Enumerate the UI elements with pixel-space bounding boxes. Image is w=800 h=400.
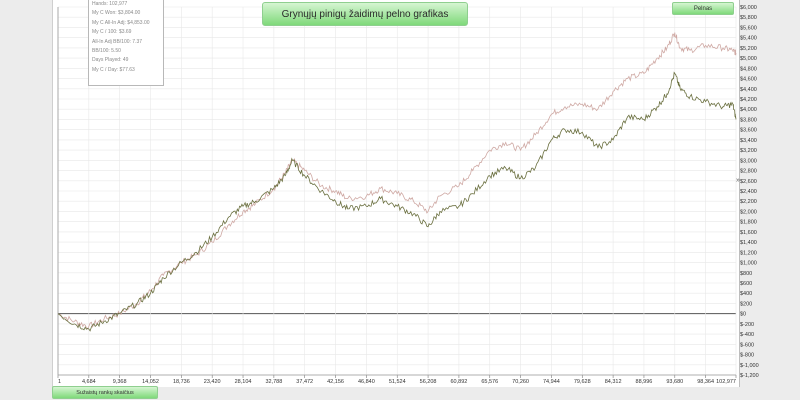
series-line [57, 71, 737, 332]
x-tick-label: 70,260 [512, 379, 529, 385]
y-tick-label: $2,000 [740, 209, 757, 215]
x-tick-label: 65,576 [481, 379, 498, 385]
x-tick-label: 79,628 [574, 379, 591, 385]
x-tick-label: 60,892 [450, 379, 467, 385]
x-tick-label: 32,788 [265, 379, 282, 385]
y-tick-label: $3,000 [740, 158, 757, 164]
x-tick-label: 9,368 [113, 379, 127, 385]
x-tick-label: 51,524 [389, 379, 406, 385]
y-tick-label: $2,600 [740, 179, 757, 185]
x-tick-label: 56,208 [420, 379, 437, 385]
y-tick-label: $1,000 [740, 261, 757, 267]
x-tick-label: 18,736 [173, 379, 190, 385]
y-tick-label: $-200 [740, 322, 754, 328]
y-tick-label: $4,400 [740, 87, 757, 93]
x-tick-label: 102,977 [716, 379, 736, 385]
x-tick-label: 46,840 [358, 379, 375, 385]
stat-hands: Hands: 102,977 [92, 1, 128, 7]
stat-allin-adj: My C All-In Adj: $4,853.00 [92, 19, 150, 26]
y-tick-label: $5,400 [740, 36, 757, 42]
y-tick-label: $2,800 [740, 169, 757, 175]
x-axis-label: Sužaistų rankų skaičius [52, 386, 158, 399]
series-lines [57, 32, 737, 332]
stats-box: Hands: 102,977 My C Won: $3,804.00 My C … [88, 0, 164, 86]
y-tick-label: $3,400 [740, 138, 757, 144]
x-tick-label: 23,420 [204, 379, 221, 385]
y-tick-label: $600 [740, 281, 752, 287]
y-tick-label: $3,600 [740, 128, 757, 134]
x-tick-label: 28,104 [235, 379, 252, 385]
y-tick-label: $1,800 [740, 220, 757, 226]
x-tick-label: 42,156 [327, 379, 344, 385]
chart-title: Grynųjų pinigų žaidimų pelno grafikas [262, 2, 468, 26]
y-tick-label: $-1,200 [740, 373, 759, 379]
y-tick-label: $-400 [740, 332, 754, 338]
y-tick-label: $-800 [740, 353, 754, 359]
stat-per-100: My C / 100: $3.69 [92, 29, 132, 36]
y-tick-label: $-1,000 [740, 363, 759, 369]
x-tick-label: 93,680 [666, 379, 683, 385]
y-tick-label: $5,000 [740, 56, 757, 62]
y-tick-label: $400 [740, 291, 752, 297]
stat-allin-bb100: All-In Adj BB/100: 7.37 [92, 38, 143, 45]
x-tick-label: 88,996 [636, 379, 653, 385]
y-tick-label: $800 [740, 271, 752, 277]
y-tick-label: $5,800 [740, 15, 757, 21]
y-tick-label: $200 [740, 301, 752, 307]
chevron-right-icon[interactable]: » [736, 177, 740, 184]
y-tick-label: $4,600 [740, 77, 757, 83]
stat-bb100: BB/100: 5.50 [92, 48, 121, 55]
chart-panel [52, 0, 740, 387]
x-tick-label: 84,312 [605, 379, 622, 385]
y-tick-label: $6,000 [740, 5, 757, 11]
y-tick-label: $3,800 [740, 117, 757, 123]
x-tick-label: 98,364 [697, 379, 714, 385]
x-tick-label: 4,684 [82, 379, 96, 385]
y-tick-label: $4,200 [740, 97, 757, 103]
x-axis-ticks: 1 4,684 9,368 14,052 18,736 23,420 28,104 32,78… [58, 379, 736, 385]
y-tick-label: $4,000 [740, 107, 757, 113]
x-tick-label: 37,472 [296, 379, 313, 385]
y-tick-label: $5,200 [740, 46, 757, 52]
y-tick-label: $1,400 [740, 240, 757, 246]
x-tick-label: 14,052 [142, 379, 159, 385]
y-tick-label: $3,200 [740, 148, 757, 154]
y-tick-label: $2,400 [740, 189, 757, 195]
y-tick-label: $4,800 [740, 66, 757, 72]
legend-item-pelnas[interactable]: Pelnas [672, 2, 734, 15]
stat-days: Days Played: 49 [92, 57, 129, 64]
y-tick-label: $5,600 [740, 25, 757, 31]
y-tick-label: $2,200 [740, 199, 757, 205]
y-tick-label: $1,200 [740, 250, 757, 256]
x-tick-label: 74,944 [543, 379, 560, 385]
y-axis-ticks: $6,000 $5,800 $5,600 $5,400 $5,200 $5,000 $4,8… [740, 5, 759, 379]
y-tick-label: $0 [740, 312, 746, 318]
stat-won: My C Won: $3,804.00 [92, 10, 141, 17]
stat-per-day: My C / Day: $77.63 [92, 66, 135, 73]
x-tick-label: 1 [58, 379, 61, 385]
y-tick-label: $1,600 [740, 230, 757, 236]
y-tick-label: $-600 [740, 342, 754, 348]
